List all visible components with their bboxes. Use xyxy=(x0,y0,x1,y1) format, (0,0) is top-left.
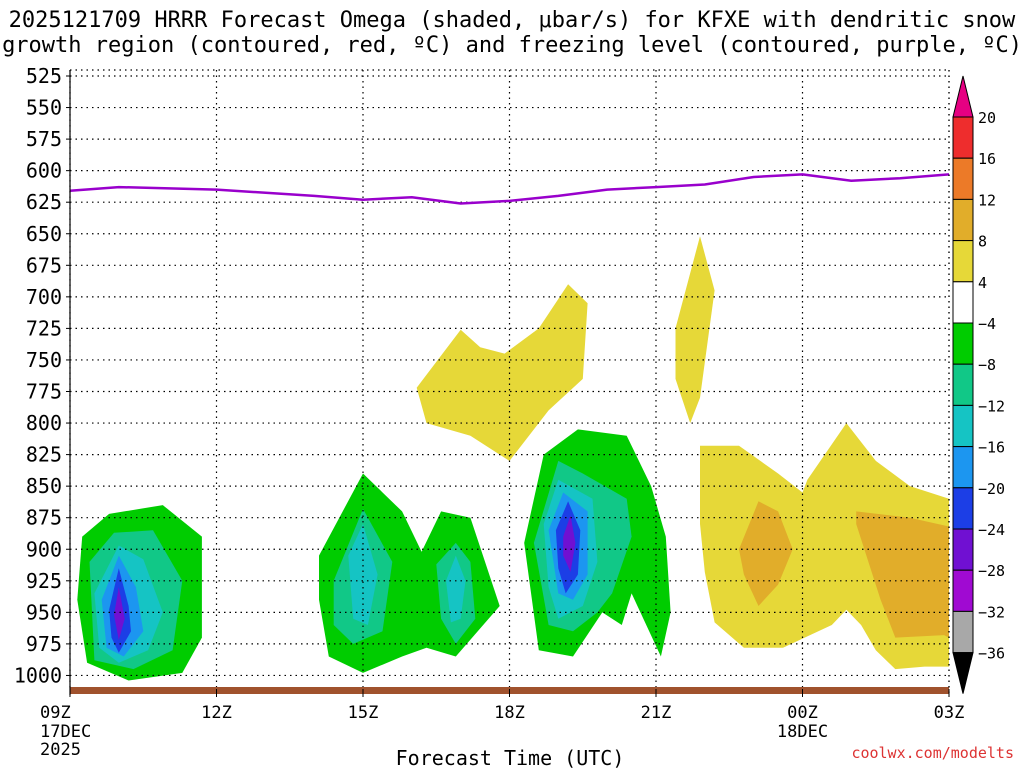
y-tick-label-575: 575 xyxy=(26,127,62,151)
y-axis: 525 550 575 600 625 650 675 700 725 750 775 800 825 8… xyxy=(14,64,70,687)
x-tick-label-09Z: 09Z xyxy=(40,703,71,723)
x-tick-label-15Z: 15Z xyxy=(348,703,379,723)
y-tick-label-875: 875 xyxy=(26,506,62,530)
colorbar-segment-12 xyxy=(952,569,974,612)
y-tick-label-700: 700 xyxy=(26,285,62,309)
x-tick-label-00Z: 00Z xyxy=(787,703,818,723)
y-tick-label-825: 825 xyxy=(26,443,62,467)
omega-shading xyxy=(77,236,949,681)
y-tick-label-550: 550 xyxy=(26,96,62,120)
chart-title-line-2: growth region (contoured, red, ºC) and f… xyxy=(2,33,1022,58)
colorbar-label-7: −12 xyxy=(978,397,1005,415)
y-tick-label-850: 850 xyxy=(26,474,62,498)
x-axis-label: Forecast Time (UTC) xyxy=(396,746,625,768)
plot-grid xyxy=(69,70,950,691)
colorbar-segment-6 xyxy=(952,322,974,365)
y-tick-label-600: 600 xyxy=(26,159,62,183)
credit-label: coolwx.com/modelts xyxy=(851,744,1014,762)
y-tick-label-750: 750 xyxy=(26,348,62,372)
y-tick-label-650: 650 xyxy=(26,222,62,246)
x-tick-sublabel-00Z: 18DEC xyxy=(777,722,828,742)
colorbar-segment-2 xyxy=(952,157,974,200)
colorbar-segment-9 xyxy=(952,446,974,489)
colorbar: 20 16 12 8 4 −4 −8 −12 −16 −20 −24 −28 −32 −36 xyxy=(952,75,1005,694)
omega-region-4 xyxy=(416,284,588,461)
y-tick-label-775: 775 xyxy=(26,380,62,404)
x-tick-label-03Z: 03Z xyxy=(934,703,965,723)
colorbar-label-9: −20 xyxy=(978,480,1005,498)
y-tick-label-900: 900 xyxy=(26,537,62,561)
omega-region--24 xyxy=(114,587,125,641)
omega-region--12 xyxy=(446,555,466,623)
colorbar-segment-11 xyxy=(952,528,974,571)
y-tick-label-675: 675 xyxy=(26,253,62,277)
colorbar-label-13: −36 xyxy=(978,645,1005,663)
omega-region--12 xyxy=(348,524,378,625)
colorbar-segment-1 xyxy=(952,116,974,159)
omega-region-8 xyxy=(856,511,949,638)
x-tick-label-18Z: 18Z xyxy=(494,703,525,723)
colorbar-label-12: −32 xyxy=(978,603,1005,621)
omega-region-8 xyxy=(739,501,793,606)
omega-region-4 xyxy=(675,236,715,424)
x-tick-sublabel-09Z: 17DEC xyxy=(40,722,91,742)
colorbar-top-arrow xyxy=(952,75,974,118)
y-tick-label-800: 800 xyxy=(26,411,62,435)
colorbar-label-11: −28 xyxy=(978,562,1005,580)
y-tick-label-950: 950 xyxy=(26,600,62,624)
colorbar-label-0: 20 xyxy=(978,109,996,127)
colorbar-label-3: 8 xyxy=(978,233,987,251)
y-tick-label-625: 625 xyxy=(26,190,62,214)
colorbar-bottom-arrow xyxy=(952,652,974,694)
x-tick-year-09Z: 2025 xyxy=(40,740,81,760)
colorbar-segment-3 xyxy=(952,198,974,242)
freezing-level-line xyxy=(69,173,950,205)
colorbar-label-5: −4 xyxy=(978,315,996,333)
colorbar-label-6: −8 xyxy=(978,356,996,374)
colorbar-segment-8 xyxy=(952,404,974,448)
x-tick-label-21Z: 21Z xyxy=(641,703,672,723)
y-tick-label-525: 525 xyxy=(26,64,62,88)
colorbar-segment-5 xyxy=(952,281,974,324)
colorbar-label-8: −16 xyxy=(978,439,1005,457)
colorbar-segment-10 xyxy=(952,487,974,530)
contour-lines xyxy=(69,173,950,205)
omega-region--24 xyxy=(563,515,576,572)
colorbar-label-10: −24 xyxy=(978,521,1005,539)
y-tick-label-1000: 1000 xyxy=(14,663,62,687)
chart-title-line-1: 2025121709 HRRR Forecast Omega (shaded, … xyxy=(8,8,1016,33)
colorbar-label-1: 16 xyxy=(978,150,996,168)
colorbar-segment-13 xyxy=(952,610,974,654)
colorbar-segment-4 xyxy=(952,240,974,283)
y-tick-label-925: 925 xyxy=(26,569,62,593)
colorbar-label-4: 4 xyxy=(978,274,987,292)
colorbar-segment-7 xyxy=(952,363,974,406)
colorbar-label-2: 12 xyxy=(978,191,996,209)
y-tick-label-725: 725 xyxy=(26,316,62,340)
x-tick-label-12Z: 12Z xyxy=(201,703,232,723)
y-tick-label-975: 975 xyxy=(26,632,62,656)
